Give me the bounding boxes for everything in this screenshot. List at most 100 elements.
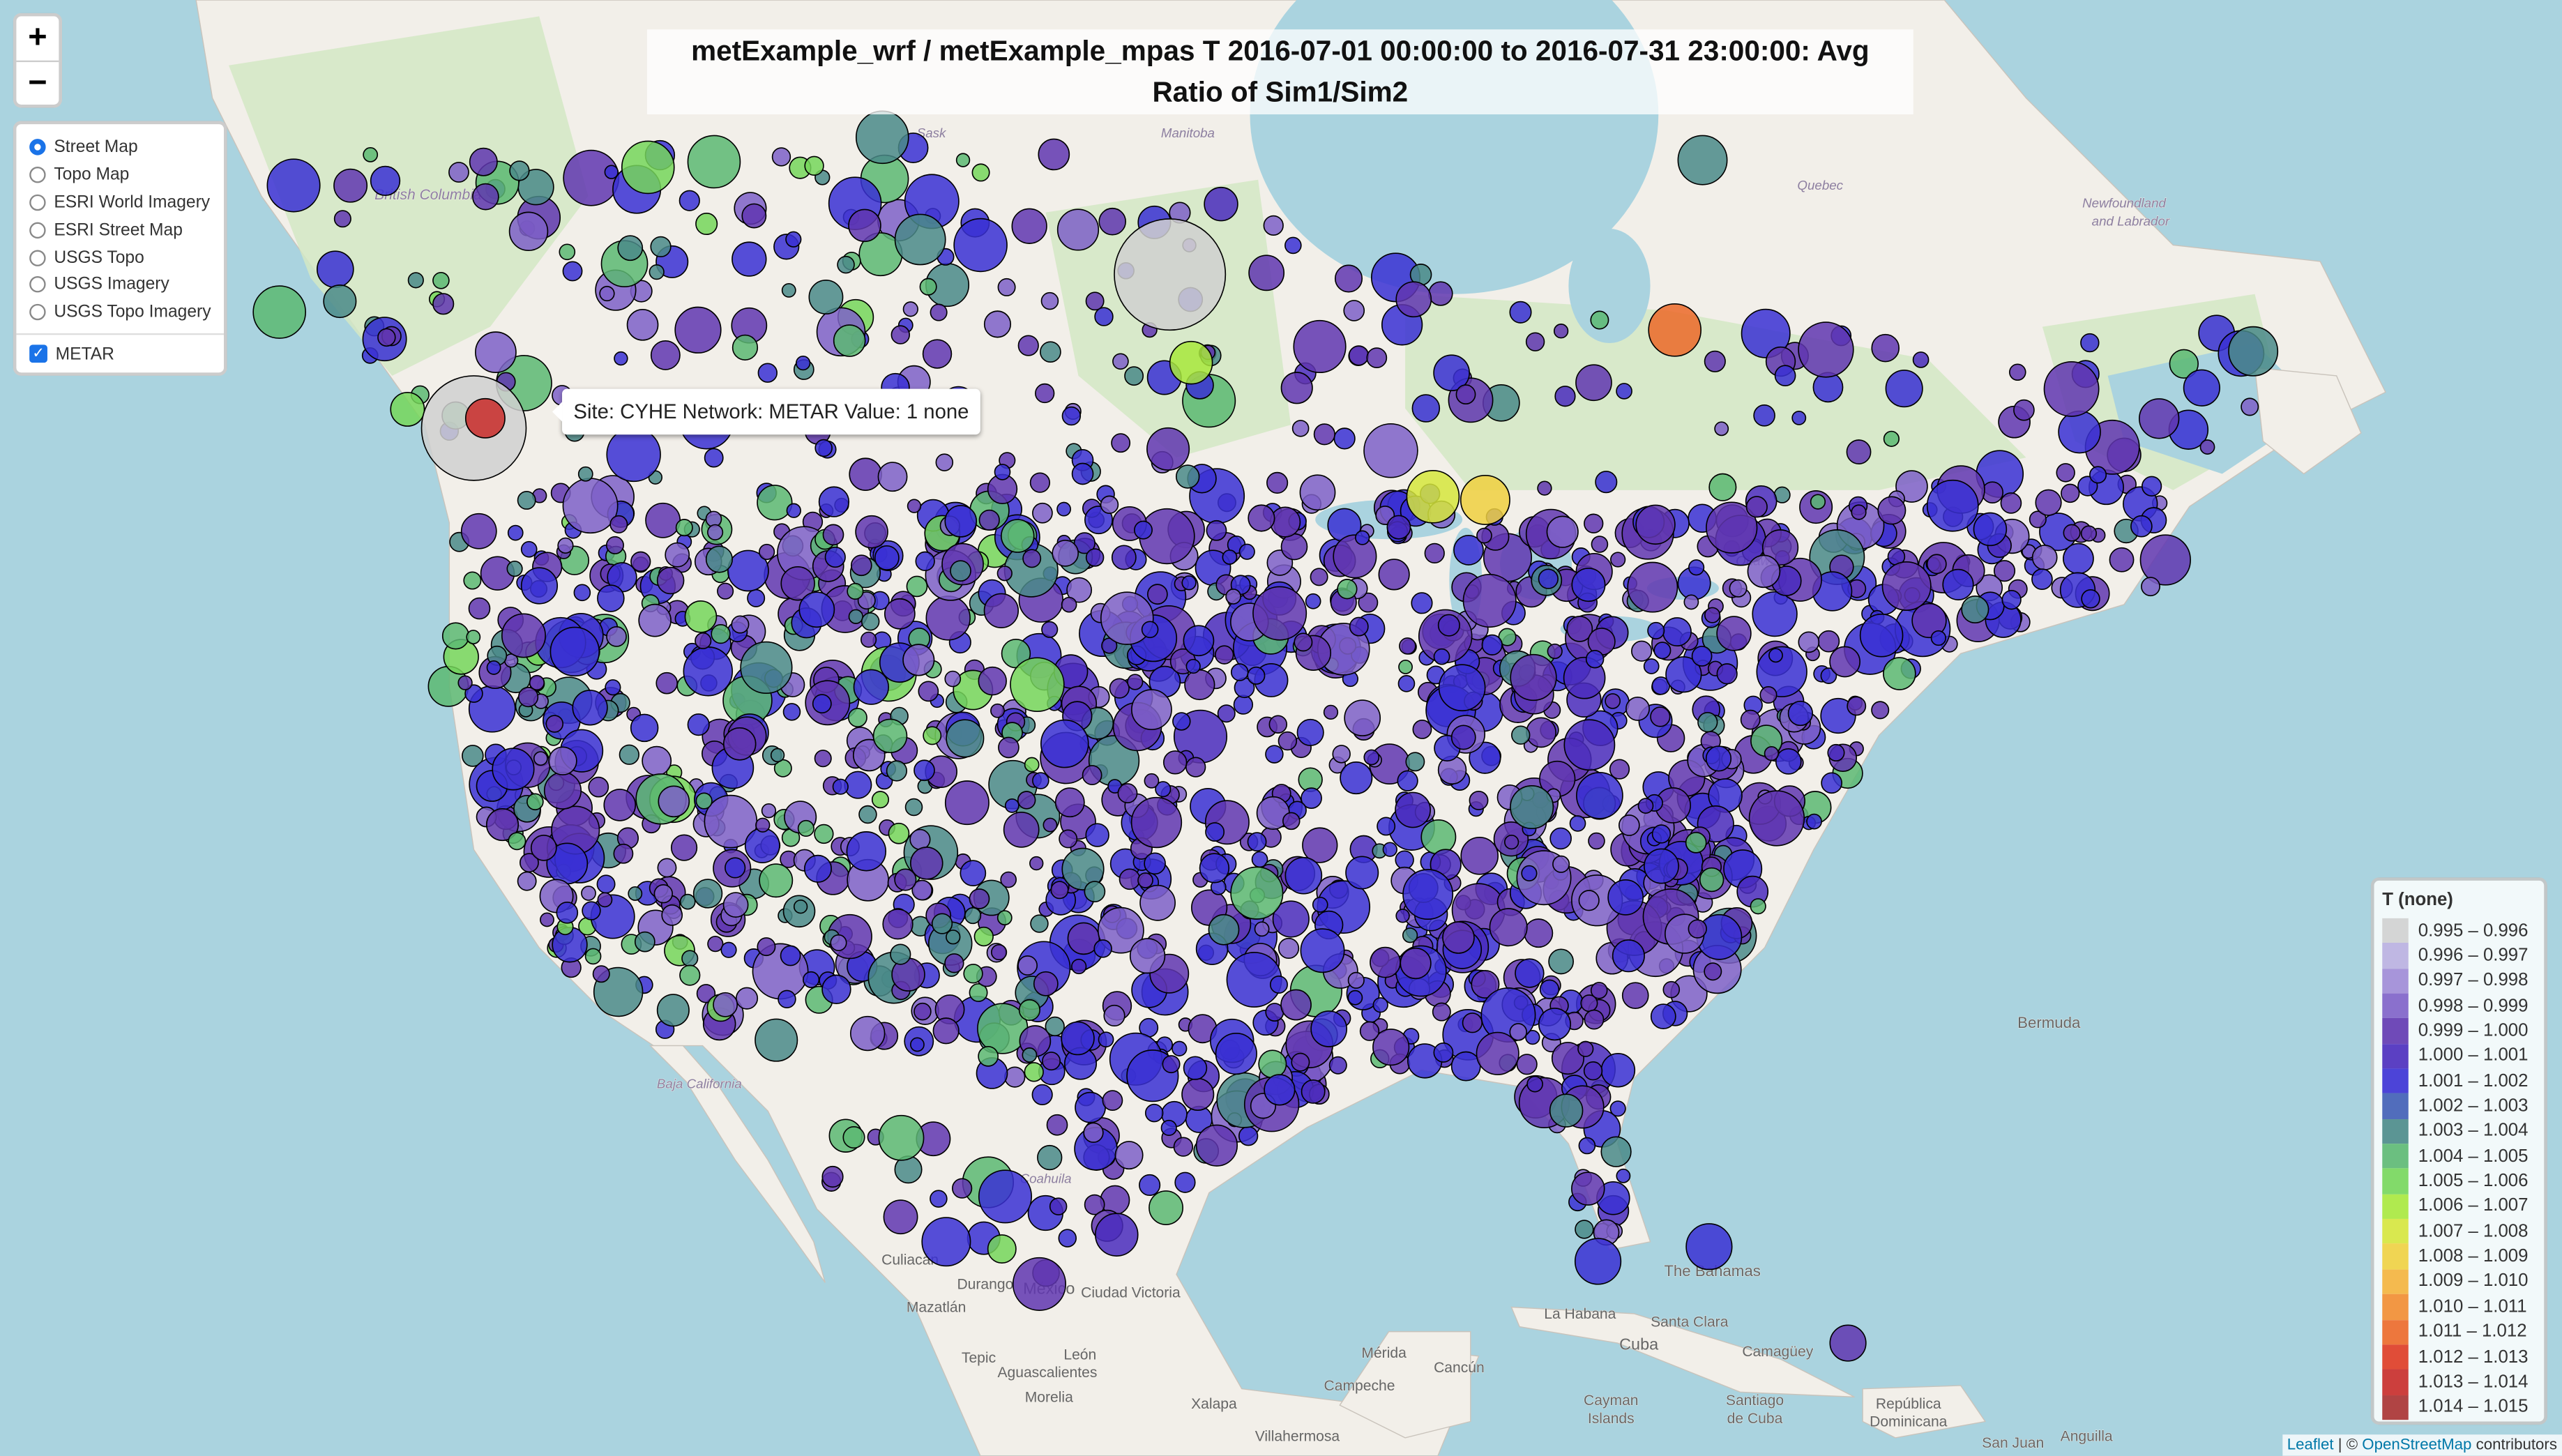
station-marker: [2063, 543, 2094, 575]
station-marker: [557, 537, 574, 554]
station-marker: [1029, 856, 1044, 871]
station-marker: [1747, 554, 1781, 589]
radio-button[interactable]: [29, 249, 46, 266]
station-marker: [1798, 321, 1854, 378]
station-marker: [850, 1015, 886, 1052]
attribution-link[interactable]: Leaflet: [2287, 1436, 2334, 1455]
station-marker: [846, 831, 887, 872]
station-marker: [931, 913, 953, 934]
station-marker: [1462, 574, 1517, 628]
base-layer-option[interactable]: USGS Topo Imagery: [29, 298, 217, 326]
checkbox[interactable]: ✓: [29, 345, 47, 364]
station-markers[interactable]: [252, 110, 2279, 1362]
base-layer-option[interactable]: Street Map: [29, 134, 217, 161]
station-marker: [1644, 848, 1679, 884]
station-marker: [1029, 472, 1051, 493]
station-marker: [757, 937, 776, 957]
newfoundland: [2254, 367, 2362, 475]
station-marker: [1294, 632, 1313, 652]
station-marker: [1296, 718, 1324, 746]
place-label: León: [1063, 1347, 1096, 1363]
base-layer-option[interactable]: ESRI World Imagery: [29, 189, 217, 216]
overlay-option[interactable]: ✓ METAR: [29, 341, 217, 368]
radio-button[interactable]: [29, 139, 46, 156]
base-layer-option[interactable]: Topo Map: [29, 161, 217, 188]
station-marker: [902, 644, 935, 676]
base-layer-option[interactable]: ESRI Street Map: [29, 216, 217, 243]
station-marker: [1172, 1040, 1188, 1056]
station-marker: [1011, 208, 1047, 244]
station-marker: [1017, 955, 1038, 976]
station-marker: [955, 153, 971, 167]
station-marker: [1101, 637, 1118, 654]
station-marker: [761, 803, 777, 819]
station-marker: [1169, 340, 1213, 385]
attribution-link[interactable]: OpenStreetMap: [2362, 1436, 2472, 1455]
station-marker: [1546, 515, 1579, 548]
station-marker: [1683, 594, 1699, 610]
station-marker: [1252, 586, 1307, 641]
station-marker: [1881, 561, 1932, 611]
station-marker: [2228, 326, 2279, 377]
zoom-in[interactable]: +: [16, 16, 59, 63]
place-label: Cuba: [1619, 1335, 1659, 1353]
station-marker: [1052, 540, 1079, 567]
radio-button[interactable]: [29, 194, 46, 211]
station-marker: [582, 901, 601, 920]
station-marker: [953, 218, 1008, 273]
station-marker: [1704, 350, 1726, 372]
place-label: Camagüey: [1742, 1344, 1813, 1360]
station-marker: [878, 1114, 925, 1161]
station-marker: [808, 280, 844, 314]
station-marker: [1584, 1009, 1605, 1030]
station-marker: [1037, 1144, 1063, 1171]
station-marker: [1230, 866, 1284, 920]
station-marker: [526, 793, 544, 811]
radio-button[interactable]: [29, 276, 46, 294]
station-marker: [1085, 548, 1105, 567]
radio-button[interactable]: [29, 222, 46, 238]
station-marker: [842, 1125, 865, 1149]
station-marker: [508, 832, 526, 851]
station-marker: [1344, 699, 1381, 736]
legend-label: 1.011 – 1.012: [2418, 1321, 2527, 1342]
station-marker: [1563, 719, 1616, 771]
legend-swatch: [2382, 1244, 2409, 1270]
station-marker: [1616, 1168, 1631, 1183]
station-marker: [906, 575, 928, 598]
station-marker: [1022, 1047, 1038, 1063]
base-layer-option[interactable]: USGS Topo: [29, 244, 217, 271]
station-marker: [1280, 372, 1313, 404]
station-marker: [252, 285, 306, 339]
station-marker: [562, 478, 619, 534]
radio-button[interactable]: [29, 167, 46, 183]
station-marker: [1395, 909, 1410, 923]
station-marker: [1662, 980, 1681, 999]
zoom-out[interactable]: −: [28, 65, 47, 102]
station-marker: [978, 509, 1000, 531]
place-label: La Habana: [1544, 1306, 1616, 1322]
station-marker: [617, 235, 644, 261]
station-marker: [1847, 696, 1867, 716]
station-marker: [1631, 640, 1653, 662]
station-marker: [469, 147, 498, 176]
station-marker: [757, 363, 778, 383]
legend-label: 1.007 – 1.008: [2418, 1222, 2529, 1242]
station-marker: [1616, 383, 1632, 400]
base-layer-option[interactable]: USGS Imagery: [29, 271, 217, 298]
station-marker: [1395, 791, 1431, 828]
station-marker: [1859, 613, 1904, 658]
radio-button[interactable]: [29, 304, 46, 321]
station-marker: [1071, 958, 1087, 975]
station-marker: [894, 868, 917, 891]
station-marker: [2130, 515, 2153, 538]
station-marker: [1590, 982, 1608, 999]
legend-label: 1.001 – 1.002: [2418, 1071, 2529, 1091]
station-marker: [1525, 1029, 1540, 1045]
station-marker: [888, 822, 910, 844]
station-marker: [978, 1045, 999, 1067]
station-marker: [847, 582, 864, 600]
station-marker: [804, 156, 824, 176]
station-marker: [1061, 596, 1077, 613]
